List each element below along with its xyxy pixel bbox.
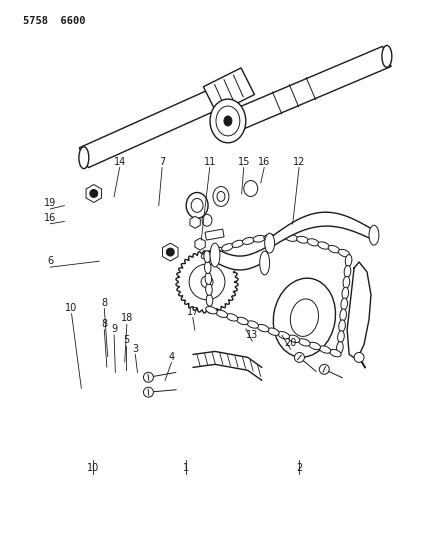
Ellipse shape [232, 240, 244, 247]
Ellipse shape [339, 249, 350, 257]
Ellipse shape [143, 387, 153, 397]
Polygon shape [214, 46, 391, 138]
Ellipse shape [205, 262, 211, 273]
Polygon shape [203, 68, 254, 114]
Ellipse shape [237, 317, 248, 325]
Text: 14: 14 [113, 157, 126, 167]
Ellipse shape [299, 338, 310, 346]
Ellipse shape [318, 242, 330, 249]
Ellipse shape [265, 233, 275, 253]
Ellipse shape [257, 325, 269, 332]
Ellipse shape [206, 294, 213, 306]
Ellipse shape [216, 310, 228, 318]
Ellipse shape [319, 365, 329, 374]
Text: 11: 11 [204, 157, 216, 167]
Ellipse shape [260, 251, 270, 275]
Ellipse shape [205, 272, 211, 285]
Text: 1: 1 [183, 463, 190, 473]
Text: 16: 16 [258, 157, 270, 167]
Bar [205, 229, 224, 240]
Text: 9: 9 [111, 324, 117, 334]
Polygon shape [270, 212, 374, 248]
Ellipse shape [247, 321, 259, 328]
Ellipse shape [243, 237, 254, 245]
Ellipse shape [186, 192, 208, 219]
Ellipse shape [294, 352, 304, 362]
Ellipse shape [330, 350, 341, 357]
Ellipse shape [210, 99, 246, 143]
Ellipse shape [216, 106, 240, 136]
Ellipse shape [211, 247, 223, 255]
Polygon shape [347, 262, 371, 359]
Ellipse shape [343, 276, 350, 288]
Text: 8: 8 [101, 319, 107, 329]
Ellipse shape [189, 264, 225, 300]
Ellipse shape [253, 236, 265, 242]
Ellipse shape [382, 45, 392, 67]
Ellipse shape [297, 236, 309, 243]
Ellipse shape [338, 330, 344, 343]
Ellipse shape [201, 276, 213, 288]
Ellipse shape [342, 287, 349, 299]
Ellipse shape [226, 314, 238, 321]
Text: 4: 4 [168, 352, 175, 361]
Text: 18: 18 [121, 313, 133, 324]
Text: 16: 16 [44, 213, 56, 223]
Ellipse shape [202, 214, 212, 227]
Ellipse shape [369, 225, 379, 245]
Text: 13: 13 [246, 330, 259, 341]
Ellipse shape [309, 342, 321, 350]
Ellipse shape [307, 239, 319, 246]
Text: 8: 8 [101, 297, 107, 308]
Text: 20: 20 [284, 338, 297, 348]
Ellipse shape [222, 244, 233, 251]
Text: 2: 2 [296, 463, 302, 473]
Ellipse shape [339, 320, 345, 332]
Ellipse shape [286, 235, 298, 241]
Ellipse shape [336, 342, 343, 353]
Text: 10: 10 [87, 463, 99, 473]
Ellipse shape [354, 352, 364, 362]
Text: 5758  6600: 5758 6600 [23, 15, 86, 26]
Ellipse shape [166, 248, 174, 256]
Ellipse shape [224, 116, 232, 126]
Text: 3: 3 [132, 344, 138, 353]
Ellipse shape [273, 278, 336, 357]
Ellipse shape [79, 147, 89, 168]
Ellipse shape [213, 187, 229, 206]
Ellipse shape [344, 265, 351, 278]
Text: 7: 7 [159, 157, 165, 167]
Text: 15: 15 [238, 157, 250, 167]
Ellipse shape [191, 198, 203, 212]
Ellipse shape [319, 346, 331, 353]
Ellipse shape [268, 328, 279, 335]
Ellipse shape [201, 251, 213, 259]
Ellipse shape [345, 255, 352, 266]
Ellipse shape [290, 299, 318, 336]
Ellipse shape [217, 191, 225, 201]
Ellipse shape [244, 181, 258, 197]
Text: 10: 10 [65, 303, 77, 313]
Ellipse shape [341, 298, 348, 310]
Text: 6: 6 [47, 256, 54, 266]
Ellipse shape [278, 332, 289, 339]
Ellipse shape [288, 335, 300, 343]
Ellipse shape [340, 309, 346, 321]
Ellipse shape [204, 251, 211, 263]
Ellipse shape [206, 306, 217, 314]
Ellipse shape [90, 190, 98, 197]
Ellipse shape [205, 284, 212, 295]
Text: 17: 17 [187, 306, 199, 317]
Ellipse shape [264, 234, 276, 241]
Ellipse shape [210, 243, 220, 267]
Polygon shape [79, 74, 252, 168]
Polygon shape [176, 251, 238, 313]
Text: 12: 12 [293, 157, 305, 167]
Text: 19: 19 [44, 198, 56, 208]
Ellipse shape [328, 246, 340, 253]
Text: 5: 5 [123, 335, 129, 344]
Ellipse shape [143, 373, 153, 382]
Ellipse shape [275, 234, 287, 240]
